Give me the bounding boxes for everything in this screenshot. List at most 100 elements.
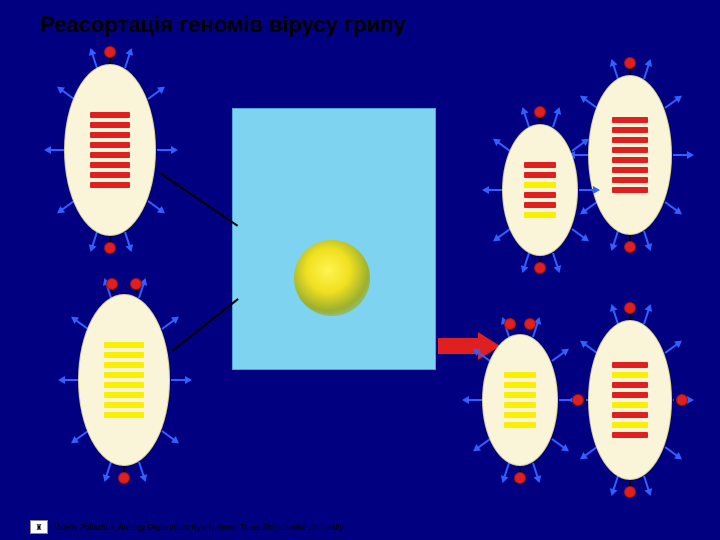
genome-segment <box>104 352 144 358</box>
knob-icon <box>118 472 130 484</box>
virion-body <box>588 75 672 235</box>
spike-icon <box>105 461 112 477</box>
knob-icon <box>624 57 636 69</box>
virion-body <box>78 294 170 466</box>
genome-segment <box>104 342 144 348</box>
spike-icon <box>552 252 559 268</box>
knob-icon <box>104 242 116 254</box>
knob-icon <box>524 318 536 330</box>
spike-icon <box>579 189 595 191</box>
genome-segment <box>104 402 144 408</box>
spike-icon <box>573 154 589 156</box>
spike-icon <box>664 343 678 354</box>
spike-icon <box>612 476 619 492</box>
genome-segment <box>104 372 144 378</box>
genome-segment <box>90 122 130 128</box>
virion-body <box>482 334 558 466</box>
genome-segment <box>524 212 556 218</box>
spike-icon <box>467 399 483 401</box>
spike-icon <box>148 89 162 100</box>
spike-icon <box>162 319 176 330</box>
genome-segment <box>612 402 648 408</box>
knob-icon <box>624 241 636 253</box>
genome-segment <box>90 172 130 178</box>
spike-icon <box>49 149 65 151</box>
entry-line-1 <box>172 298 239 351</box>
genome-segment <box>90 112 130 118</box>
spike-icon <box>148 200 162 211</box>
genome-segment <box>612 137 648 143</box>
footer-text: Valeriy Polischuk Virology Department Ky… <box>54 523 343 532</box>
spike-icon <box>571 228 585 239</box>
genome-segment <box>612 187 648 193</box>
genome-segment <box>90 132 130 138</box>
genome-segment <box>104 362 144 368</box>
knob-icon <box>130 278 142 290</box>
virion-body <box>588 320 672 480</box>
page-title: Реасортація геномів вірусу грипу <box>40 12 406 38</box>
spike-icon <box>571 141 585 152</box>
knob-icon <box>624 302 636 314</box>
spike-icon <box>664 98 678 109</box>
genome-segment <box>504 422 536 428</box>
genome-segment <box>612 127 648 133</box>
spike-icon <box>643 308 650 324</box>
spike-icon <box>124 231 131 247</box>
knob-icon <box>514 472 526 484</box>
spike-icon <box>664 446 678 457</box>
spike-icon <box>643 63 650 79</box>
spike-icon <box>157 149 173 151</box>
knob-icon <box>504 318 516 330</box>
genome-segment <box>504 382 536 388</box>
entry-line-0 <box>160 172 239 226</box>
spike-icon <box>91 231 98 247</box>
genome-segment <box>612 422 648 428</box>
genome-segment <box>90 152 130 158</box>
genome-segment <box>612 382 648 388</box>
genome-segment <box>612 117 648 123</box>
crest-icon: ♜ <box>30 520 48 534</box>
spike-icon <box>552 112 559 128</box>
genome-segment <box>504 372 536 378</box>
cell-nucleus <box>294 240 370 316</box>
genome-segment <box>612 167 648 173</box>
spike-icon <box>124 53 131 69</box>
spike-icon <box>532 462 539 478</box>
genome-segment <box>524 192 556 198</box>
genome-segment <box>612 392 648 398</box>
knob-icon <box>676 394 688 406</box>
virion-body <box>64 64 156 236</box>
spike-icon <box>551 351 565 362</box>
genome-segment <box>504 412 536 418</box>
genome-segment <box>104 382 144 388</box>
genome-segment <box>612 412 648 418</box>
genome-segment <box>612 372 648 378</box>
spike-icon <box>138 461 145 477</box>
host-cell <box>232 108 436 370</box>
spike-icon <box>643 476 650 492</box>
knob-icon <box>106 278 118 290</box>
spike-icon <box>171 379 187 381</box>
genome-segment <box>90 162 130 168</box>
spike-icon <box>551 438 565 449</box>
spike-icon <box>643 231 650 247</box>
genome-segment <box>524 182 556 188</box>
spike-icon <box>523 112 530 128</box>
genome-segment <box>504 392 536 398</box>
spike-icon <box>612 231 619 247</box>
genome-segment <box>524 172 556 178</box>
genome-segment <box>90 182 130 188</box>
genome-segment <box>90 142 130 148</box>
genome-segment <box>104 412 144 418</box>
genome-segment <box>612 177 648 183</box>
knob-icon <box>624 486 636 498</box>
spike-icon <box>487 189 503 191</box>
genome-segment <box>504 402 536 408</box>
spike-icon <box>664 201 678 212</box>
knob-icon <box>534 106 546 118</box>
virion-body <box>502 124 578 256</box>
genome-segment <box>612 147 648 153</box>
knob-icon <box>572 394 584 406</box>
spike-icon <box>673 154 689 156</box>
spike-icon <box>63 379 79 381</box>
